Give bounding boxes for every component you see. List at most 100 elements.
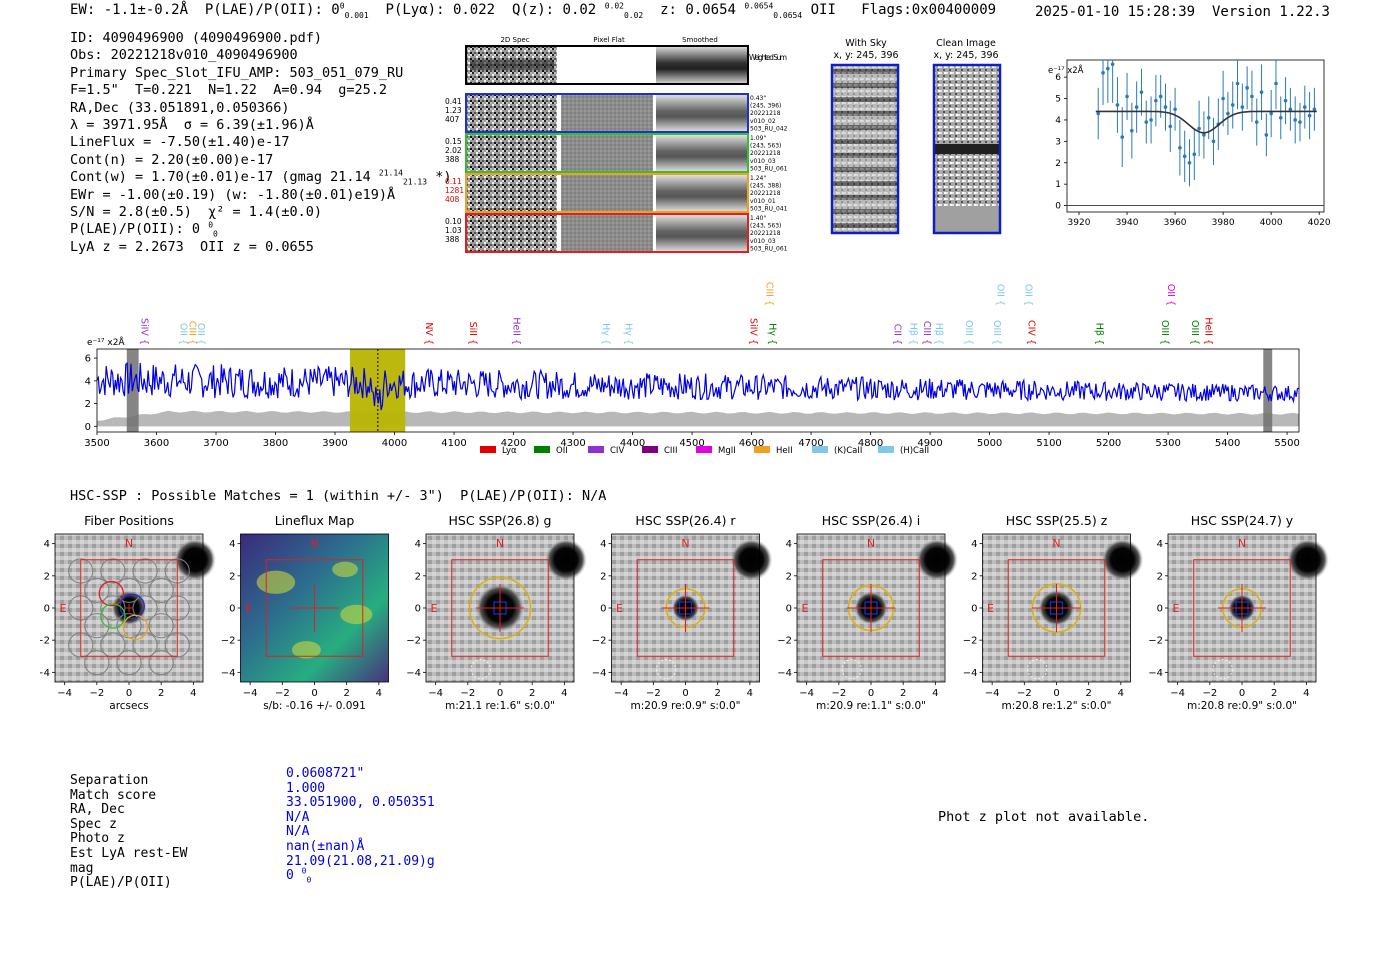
cutout-2d bbox=[467, 134, 557, 172]
east-label: E bbox=[245, 602, 252, 615]
hsc-ytick-label: −2 bbox=[592, 636, 607, 647]
cutout-left-value: 388 bbox=[445, 235, 460, 244]
zoom-point bbox=[1168, 124, 1173, 129]
east-label: E bbox=[1173, 602, 1180, 615]
hsc-xtick-label: 4 bbox=[1118, 688, 1124, 699]
contw-line: Cont(w) = 1.70(±0.01)e-17 (gmag 21.14 21… bbox=[70, 168, 452, 187]
cutout-right-value: 1.24" bbox=[750, 175, 766, 182]
hsc-panel-caption: m:21.1 re:1.6" s:0.0" bbox=[445, 700, 555, 712]
hsc-ytick-label: 2 bbox=[415, 571, 421, 582]
zoom-point bbox=[1230, 103, 1235, 107]
cutout-right-value: 20221218 bbox=[750, 230, 781, 237]
hsc-ytick-label: −2 bbox=[40, 636, 50, 647]
spectrum-xtick-label: 5200 bbox=[1096, 438, 1121, 449]
hsc-panel-title: HSC SSP(26.8) g bbox=[449, 513, 552, 528]
zoom-point bbox=[1278, 116, 1283, 120]
cutout-smooth bbox=[656, 134, 748, 172]
zoom-point bbox=[1235, 81, 1240, 86]
spectrum-xtick-label: 5400 bbox=[1215, 438, 1240, 449]
fiber-circle bbox=[116, 650, 142, 676]
with-sky-xy: x, y: 245, 396 bbox=[833, 50, 898, 61]
spectrum-xtick-label: 5500 bbox=[1274, 438, 1299, 449]
zoom-point bbox=[1226, 111, 1230, 116]
hsc-xtick-label: 2 bbox=[158, 688, 164, 699]
header-line: EW: -1.1±-0.2Å P(LAE)/P(OII): 000.001 P(… bbox=[70, 1, 997, 20]
zoom-ytick-label: 3 bbox=[1055, 137, 1061, 147]
zoom-point bbox=[1312, 107, 1317, 112]
hsc-panel-title: HSC SSP(25.5) z bbox=[1006, 513, 1108, 528]
zoom-point bbox=[1269, 111, 1273, 116]
plae-text: P(LAE)/P(OII): 0 bbox=[204, 2, 340, 18]
hsc-xtick-label: −4 bbox=[799, 688, 814, 699]
match-value: 0.0608721" bbox=[286, 766, 365, 781]
cutout-flat bbox=[561, 94, 653, 132]
hsc-ytick-label: 0 bbox=[971, 604, 977, 615]
zoom-xtick-label: 4000 bbox=[1260, 218, 1283, 228]
spectrum-line-label: Hβ { bbox=[1094, 323, 1105, 345]
hsc-ytick-label: 4 bbox=[1157, 539, 1163, 550]
match-table: Separation 0.0608721" Match score 1.000 RA, … bbox=[70, 766, 435, 891]
zoom-point bbox=[1274, 81, 1278, 86]
clean-label: Clean Image bbox=[936, 38, 996, 49]
cutout-left-value: 2.02 bbox=[445, 146, 462, 155]
hsc-xtick-label: 0 bbox=[311, 688, 317, 699]
cutout-right-value: 503_RU_042 bbox=[750, 125, 788, 132]
fiber-circle bbox=[100, 632, 126, 658]
hsc-ytick-label: 2 bbox=[971, 571, 977, 582]
spectrum-legend-label: CIII bbox=[664, 446, 677, 456]
hsc-aperture bbox=[468, 576, 532, 640]
spectrum-flux-line bbox=[96, 361, 1299, 411]
zoom-xtick-label: 4020 bbox=[1308, 218, 1330, 228]
spectrum-frame bbox=[96, 348, 1300, 433]
hsc-xtick-label: 0 bbox=[1053, 688, 1059, 699]
search-box bbox=[822, 559, 920, 657]
zoom-ytick-label: 2 bbox=[1055, 159, 1061, 169]
cutout-right-value: 20221218 bbox=[750, 110, 781, 117]
spectrum-xtick-label: 4700 bbox=[798, 438, 823, 449]
spectrum-legend-label: OII bbox=[556, 446, 568, 456]
lyaz-line: LyA z = 2.2673 OII z = 0.0655 bbox=[70, 238, 314, 255]
neighbor-source bbox=[1101, 538, 1144, 581]
cutout-left-value: 388 bbox=[445, 155, 460, 164]
radec-line: RA,Dec (33.051891,0.050366) bbox=[70, 99, 290, 116]
match-value: 0 00 bbox=[286, 866, 312, 885]
zoom-point bbox=[1283, 98, 1288, 103]
match-row: RA, Dec 33.051900, 0.050351 bbox=[70, 796, 435, 818]
hsc-xtick-label: 2 bbox=[529, 688, 535, 699]
zoom-point bbox=[1163, 105, 1168, 109]
cutout-smooth bbox=[656, 174, 748, 212]
fiber-circle bbox=[148, 650, 174, 676]
hsc-xtick-label: −4 bbox=[243, 688, 258, 699]
sn-line: S/N = 2.8(±0.5) χ² = 1.4(±0.0) bbox=[70, 204, 322, 221]
zoom-point bbox=[1202, 133, 1206, 137]
fiber-circle bbox=[84, 613, 110, 639]
zoom-point bbox=[1221, 96, 1225, 101]
hsc-panel: HSC SSP(26.4) i N E −4 −4 −2 −2 0 0 2 2 4 4 m:20.9 re… bbox=[777, 513, 958, 712]
hsc-panel-caption: s/b: -0.16 +/- 0.091 bbox=[263, 700, 366, 712]
hsc-cutout-panels: Fiber Positions + N E −4 −4 −2 −2 0 0 2 2 4 4 arcsecs L… bbox=[40, 513, 1329, 712]
zoom-point bbox=[1302, 105, 1307, 109]
spectrum-xtick-label: 4900 bbox=[917, 438, 942, 449]
hsc-ytick-label: −2 bbox=[963, 636, 978, 647]
hsc-panel: HSC SSP(26.8) g N E −4 −4 −2 −2 0 0 2 2 4 4 m:21.1 re… bbox=[406, 513, 587, 712]
hsc-xtick-label: 0 bbox=[1239, 688, 1245, 699]
zoom-point bbox=[1254, 120, 1259, 124]
hsc-ytick-label: 4 bbox=[971, 539, 977, 550]
zoom-point bbox=[1259, 90, 1264, 94]
zoom-point bbox=[1106, 66, 1110, 71]
cutout-right-value: 20221218 bbox=[750, 190, 781, 197]
cutout-left-value: 1.23 bbox=[445, 106, 462, 115]
zoom-point bbox=[1139, 90, 1144, 94]
spectrum-legend-swatch bbox=[696, 446, 712, 453]
spectrum-xtick-label: 4300 bbox=[560, 438, 585, 449]
search-box bbox=[1193, 559, 1291, 657]
hsc-xtick-label: −2 bbox=[460, 688, 475, 699]
search-box bbox=[451, 559, 549, 657]
spectrum-line-label: HeII { bbox=[1203, 317, 1214, 345]
masked-source bbox=[841, 659, 862, 680]
spectrum-line-label: OII { bbox=[1165, 284, 1176, 306]
spectrum-xtick-label: 3700 bbox=[203, 438, 228, 449]
zoom-xtick-label: 3960 bbox=[1164, 218, 1187, 228]
